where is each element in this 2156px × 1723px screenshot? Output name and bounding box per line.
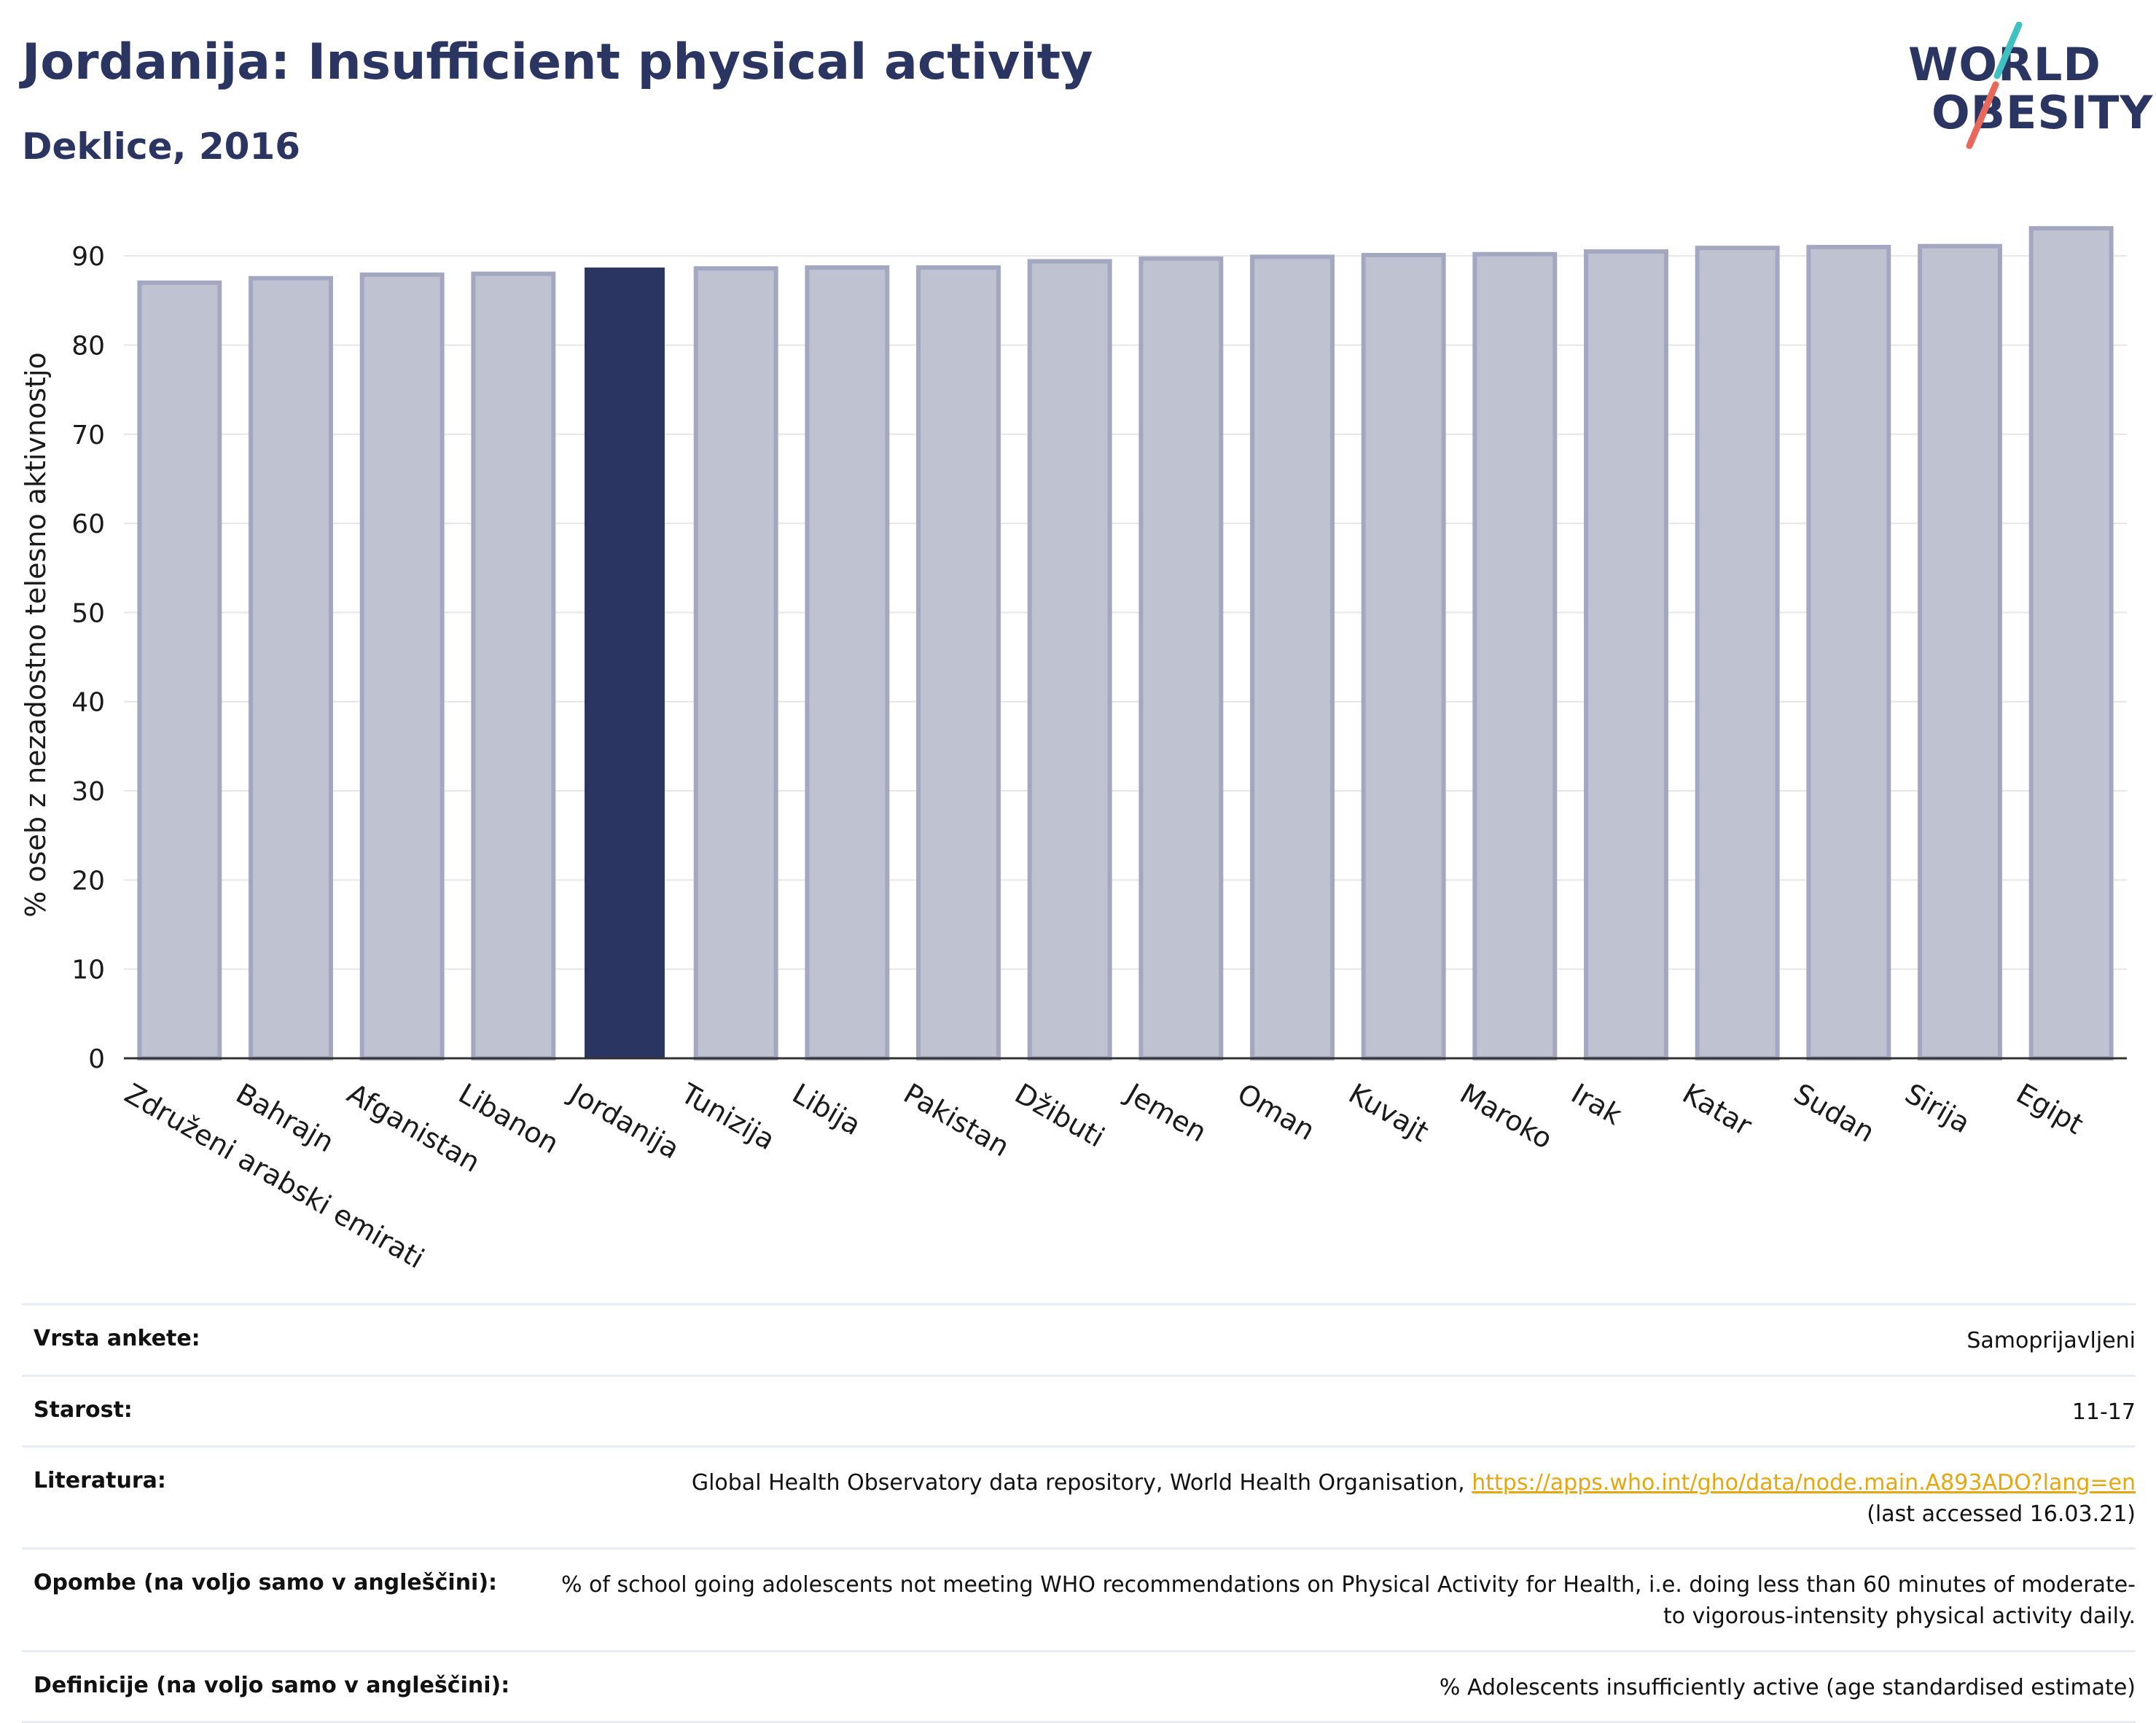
y-tick-label: 40: [71, 688, 105, 718]
y-tick-label: 20: [71, 866, 105, 896]
info-row-definitions: Definicije (na voljo samo v angleščini):…: [22, 1649, 2136, 1723]
x-tick-label: Sirija: [1899, 1077, 1975, 1139]
bar-jemen: [1138, 256, 1224, 1060]
bar-katar: [1695, 246, 1780, 1061]
x-tick-label: Jordanija: [563, 1077, 685, 1165]
x-tick-label: Maroko: [1455, 1077, 1558, 1155]
logo-slash-icon: [1966, 22, 2023, 149]
y-tick-label: 30: [71, 777, 105, 807]
bar-bahrajn: [249, 276, 333, 1061]
info-row-survey-type: Vrsta ankete: Samoprijavljeni: [22, 1303, 2136, 1375]
x-tick-label: Egipt: [2011, 1077, 2089, 1141]
info-value: Samoprijavljeni: [1966, 1328, 2136, 1353]
info-value: % of school going adolescents not meetin…: [561, 1572, 2136, 1629]
y-tick-label: 90: [71, 242, 105, 272]
x-tick-label: Kuvajt: [1343, 1077, 1434, 1148]
chart-title: Jordanija: Insufficient physical activit…: [22, 34, 1093, 91]
y-tick-label: 50: [71, 598, 105, 628]
info-label: Vrsta ankete:: [34, 1326, 200, 1351]
x-tick-label: Katar: [1677, 1077, 1757, 1142]
info-row-age: Starost: 11-17: [22, 1374, 2136, 1446]
literature-link[interactable]: https://apps.who.int/gho/data/node.main.…: [1472, 1470, 2136, 1496]
info-row-literature: Literatura: Global Health Observatory da…: [22, 1445, 2136, 1547]
world-obesity-logo: WORLD OBESITY: [1902, 22, 2152, 153]
info-table: Vrsta ankete: Samoprijavljeni Starost: 1…: [22, 1303, 2136, 1723]
literature-text: Global Health Observatory data repositor…: [691, 1470, 1465, 1496]
bar-maroko: [1472, 251, 1558, 1061]
x-tick-label: Tunizija: [675, 1077, 781, 1156]
info-label: Opombe (na voljo samo v angleščini):: [34, 1570, 498, 1596]
x-tick-label: Džibuti: [1009, 1077, 1110, 1154]
x-tick-label: Libija: [787, 1077, 867, 1141]
chart-subtitle: Deklice, 2016: [22, 125, 301, 168]
info-row-notes: Opombe (na voljo samo v angleščini): % o…: [22, 1547, 2136, 1649]
bar-afganistan: [359, 272, 445, 1060]
x-tick-label: Oman: [1232, 1077, 1320, 1146]
info-value: 11-17: [2071, 1399, 2136, 1425]
bar-oman: [1250, 254, 1335, 1060]
bar-libija: [805, 265, 890, 1060]
info-value: Global Health Observatory data repositor…: [692, 1468, 2136, 1530]
bar-sudan: [1806, 244, 1891, 1061]
x-tick-label: Jemen: [1120, 1077, 1212, 1149]
y-tick-label: 70: [71, 421, 105, 450]
bar-irak: [1584, 249, 1668, 1060]
bar-tunizija: [693, 266, 778, 1060]
y-tick-label: 10: [71, 956, 105, 985]
bar-združeni-arabski-emirati: [137, 280, 222, 1060]
grid-lines: [124, 255, 2127, 970]
bar-egipt: [2028, 226, 2114, 1061]
bar-džibuti: [1027, 259, 1112, 1061]
info-label: Literatura:: [34, 1468, 166, 1494]
logo-line-2: OBESITY: [1932, 86, 2154, 139]
bars: [137, 226, 2114, 1061]
info-label: Definicije (na voljo samo v angleščini):: [34, 1672, 510, 1698]
y-tick-label: 80: [71, 331, 105, 361]
bar-pakistan: [916, 265, 1001, 1060]
literature-accessed: (last accessed 16.03.21): [1867, 1501, 2136, 1527]
bar-sirija: [1918, 243, 2002, 1061]
x-tick-label: Sudan: [1789, 1077, 1880, 1149]
info-value: % Adolescents insufficiently active (age…: [1439, 1674, 2136, 1700]
info-label: Starost:: [34, 1396, 133, 1423]
y-axis-label: % oseb z nezadostno telesno aktivnostjo: [20, 352, 52, 918]
bar-kuvajt: [1361, 252, 1446, 1061]
y-tick-label: 60: [71, 509, 105, 539]
x-tick-label: Irak: [1566, 1077, 1627, 1131]
y-tick-label: 0: [88, 1044, 105, 1074]
bar-libanon: [471, 271, 556, 1060]
x-tick-label: Pakistan: [898, 1077, 1015, 1163]
bar-jordanija: [585, 267, 665, 1058]
